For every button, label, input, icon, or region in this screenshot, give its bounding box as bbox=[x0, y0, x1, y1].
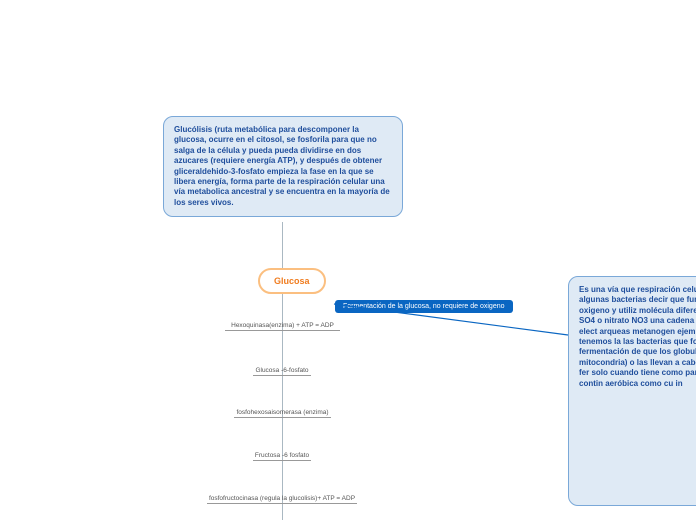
step-3-label: fosfohexosaisomerasa (enzima) bbox=[236, 409, 328, 416]
step-2: Glucosa -6-fosfato bbox=[253, 367, 311, 376]
step-4-label: Fructosa -6 fosfato bbox=[255, 452, 309, 459]
glucolisis-description-box: Glucólisis (ruta metabólica para descomp… bbox=[163, 116, 403, 217]
fermentacion-pill: Fermentación de la glucosa, no requiere … bbox=[335, 300, 513, 313]
step-5: fosfofructocinasa (regula la glucolisis)… bbox=[207, 495, 357, 504]
connector-top-to-center bbox=[282, 222, 283, 268]
right-description-box: Es una vía que respiración celular algun… bbox=[568, 276, 696, 506]
center-node-glucosa: Glucosa bbox=[258, 268, 326, 294]
step-4: Fructosa -6 fosfato bbox=[253, 452, 311, 461]
step-1-label: Hexoquinasa(enzima) + ATP = ADP bbox=[231, 322, 334, 329]
center-node-label: Glucosa bbox=[274, 276, 310, 286]
step-2-label: Glucosa -6-fosfato bbox=[255, 367, 308, 374]
right-description-text: Es una vía que respiración celular algun… bbox=[579, 285, 696, 388]
step-5-label: fosfofructocinasa (regula la glucolisis)… bbox=[209, 495, 355, 502]
step-3: fosfohexosaisomerasa (enzima) bbox=[234, 409, 331, 418]
step-1: Hexoquinasa(enzima) + ATP = ADP bbox=[225, 322, 340, 331]
glucolisis-description-text: Glucólisis (ruta metabólica para descomp… bbox=[174, 125, 390, 207]
fermentacion-label: Fermentación de la glucosa, no requiere … bbox=[343, 303, 505, 310]
